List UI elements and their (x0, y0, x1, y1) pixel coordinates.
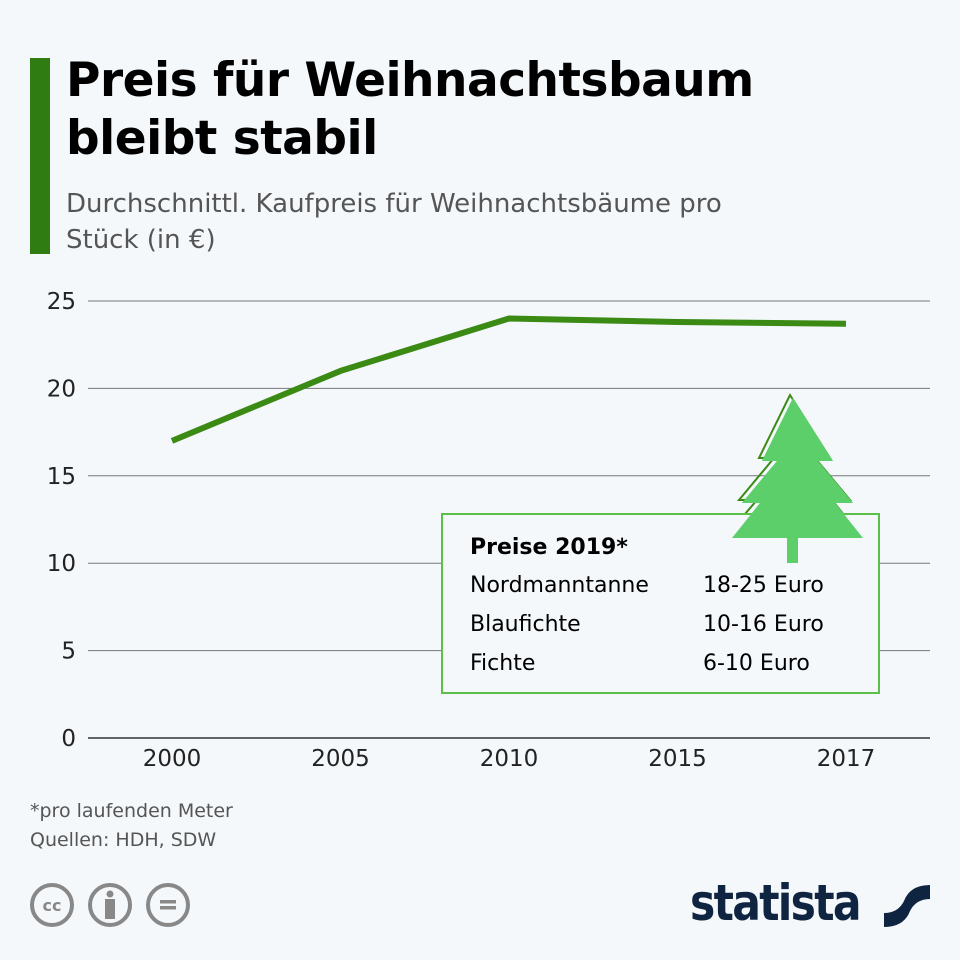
infobox-row-name: Fichte (470, 651, 536, 676)
statista-logo-mark (884, 883, 930, 929)
infobox-title: Preise 2019* (470, 535, 628, 560)
accent-bar (30, 58, 50, 254)
source: Quellen: HDH, SDW (30, 829, 217, 851)
infobox-row-price: 6-10 Euro (703, 651, 810, 676)
y-tick-label: 25 (47, 289, 76, 315)
x-tick-label: 2017 (817, 746, 876, 772)
cc-icon[interactable]: cc (30, 883, 74, 927)
price-infobox: Preise 2019* Nordmanntanne 18-25 Euro Bl… (441, 513, 880, 694)
statista-logo[interactable]: statista (690, 874, 862, 932)
infobox-row-price: 10-16 Euro (703, 612, 824, 637)
x-tick-label: 2000 (143, 746, 202, 772)
y-tick-label: 15 (47, 464, 76, 490)
infobox-row-name: Nordmanntanne (470, 573, 649, 598)
infobox-row-name: Blaufichte (470, 612, 581, 637)
x-tick-label: 2015 (648, 746, 707, 772)
y-tick-label: 10 (47, 551, 76, 577)
footnote: *pro laufenden Meter (30, 800, 233, 822)
subtitle: Durchschnittl. Kaufpreis für Weihnachtsb… (66, 189, 722, 255)
series-line (170, 315, 847, 444)
page-title: Preis für Weihnachtsbaum bleibt stabil (66, 53, 754, 166)
y-tick-label: 5 (61, 639, 76, 665)
y-tick-label: 0 (61, 726, 76, 752)
infobox-row-price: 18-25 Euro (703, 573, 824, 598)
line-chart: 0 5 10 15 20 25 2000 2005 2010 2015 2017 (47, 289, 930, 772)
by-icon[interactable] (88, 883, 132, 927)
x-tick-label: 2005 (311, 746, 370, 772)
nd-icon[interactable] (146, 883, 190, 927)
y-tick-label: 20 (47, 376, 76, 402)
x-tick-label: 2010 (480, 746, 539, 772)
